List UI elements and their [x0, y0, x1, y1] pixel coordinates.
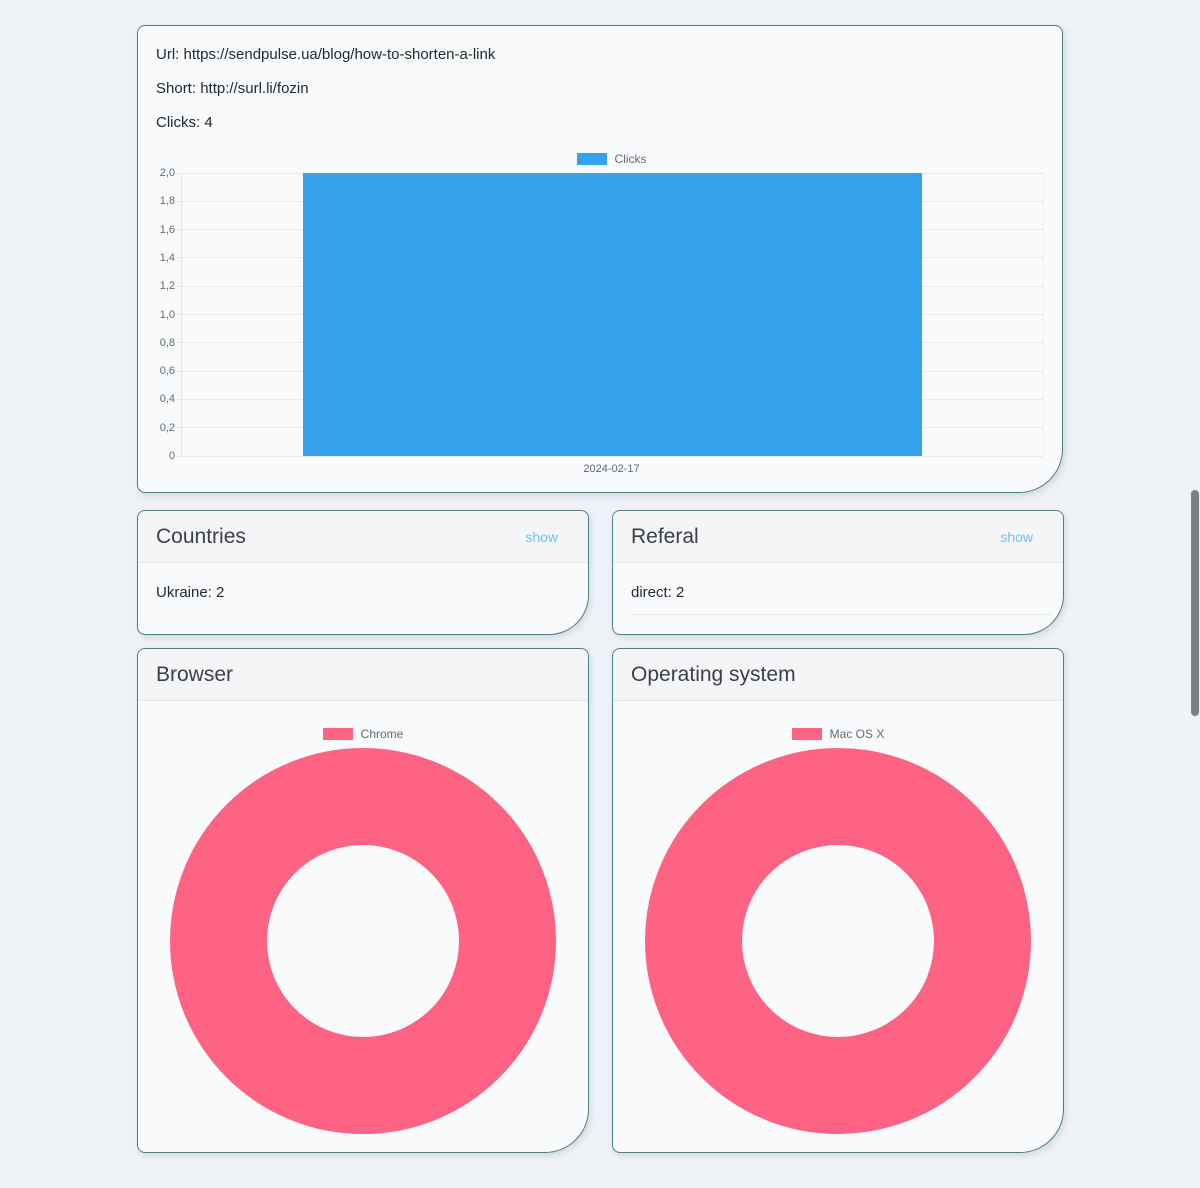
y-axis-labels: 2,0 1,8 1,6 1,4 1,2 1,0 0,8 0,6 0,4 0,2 0 [138, 167, 175, 462]
bar-chart-plot [176, 172, 1044, 457]
os-card-header: Operating system [613, 649, 1063, 701]
os-chart-legend: Mac OS X [613, 727, 1063, 741]
referal-card: Referal show direct: 2 [612, 510, 1064, 635]
short-url-label: Short: [156, 80, 197, 97]
short-url-value: http://surl.li/fozin [200, 80, 309, 97]
chrome-legend-label: Chrome [360, 727, 404, 741]
browser-title: Browser [156, 662, 234, 686]
x-axis-label: 2024-02-17 [583, 463, 640, 475]
browser-chart-legend: Chrome [138, 727, 588, 741]
referal-title: Referal [631, 524, 699, 548]
short-url-line: Short: http://surl.li/fozin [156, 79, 309, 99]
y-tick-label: 1,0 [159, 308, 175, 321]
y-tick-label: 0,8 [159, 336, 175, 349]
macosx-legend-swatch [791, 728, 822, 740]
clicks-legend-label: Clicks [614, 152, 647, 166]
bar-chart-legend: Clicks [181, 152, 1042, 166]
country-stat-item: Ukraine: 2 [156, 584, 225, 601]
countries-title: Countries [156, 524, 246, 548]
os-title: Operating system [631, 662, 796, 686]
clicks-bar [302, 173, 923, 456]
url-line: Url: https://sendpulse.ua/blog/how-to-sh… [156, 45, 495, 65]
clicks-legend-swatch [576, 153, 607, 165]
countries-card: Countries show Ukraine: 2 [137, 510, 589, 635]
referal-divider [631, 614, 1051, 615]
macosx-legend-label: Mac OS X [829, 727, 885, 741]
referal-show-link[interactable]: show [1000, 528, 1033, 545]
y-tick-label: 0 [168, 450, 175, 462]
referal-stat-item: direct: 2 [631, 584, 685, 601]
browser-card: Browser Chrome [137, 648, 589, 1153]
y-tick-label: 0,4 [159, 393, 175, 406]
operating-system-card: Operating system Mac OS X [612, 648, 1064, 1153]
url-value: https://sendpulse.ua/blog/how-to-shorten… [183, 46, 496, 63]
y-tick-label: 2,0 [159, 167, 175, 179]
referal-card-header: Referal show [613, 511, 1063, 563]
gridline [176, 455, 1043, 457]
y-tick-label: 1,4 [159, 251, 175, 264]
clicks-value: 4 [204, 114, 213, 131]
y-tick-label: 0,6 [159, 365, 175, 378]
y-tick-label: 1,2 [159, 280, 175, 293]
countries-card-header: Countries show [138, 511, 588, 563]
browser-card-header: Browser [138, 649, 588, 701]
clicks-line: Clicks: 4 [156, 113, 213, 133]
clicks-label: Clicks: [156, 114, 201, 131]
browser-donut-ring [170, 748, 556, 1134]
y-tick-label: 1,6 [159, 223, 175, 236]
link-stats-card: Url: https://sendpulse.ua/blog/how-to-sh… [137, 25, 1063, 493]
scrollbar-thumb[interactable] [1191, 490, 1199, 716]
chrome-legend-swatch [322, 728, 353, 740]
y-tick-label: 0,2 [159, 421, 175, 434]
url-label: Url: [156, 46, 180, 63]
y-tick-label: 1,8 [159, 195, 175, 208]
os-donut-chart [645, 748, 1031, 1134]
browser-donut-chart [170, 748, 556, 1134]
os-donut-ring [645, 748, 1031, 1134]
countries-show-link[interactable]: show [525, 528, 558, 545]
